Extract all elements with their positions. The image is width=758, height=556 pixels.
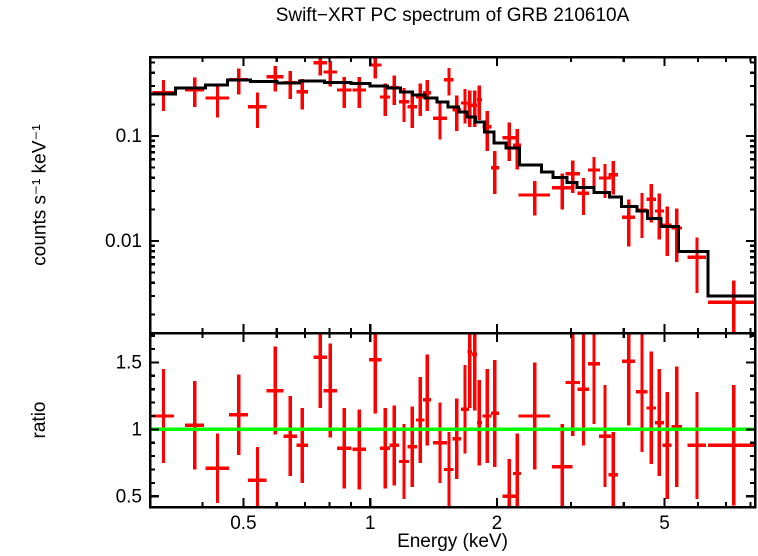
- tick-labels: 0.5 1 2 5 0.1 0.01 0.5 1 1.5: [105, 126, 670, 534]
- x-tick-label: 5: [659, 513, 670, 534]
- y-axis-label-counts: counts s⁻¹ keV⁻¹: [29, 124, 51, 266]
- x-tick-label: 0.5: [230, 513, 256, 534]
- spectrum-panel-frame: [148, 55, 757, 335]
- chart-title: Swift−XRT PC spectrum of GRB 210610A: [275, 5, 630, 26]
- y-tick-label-ratio: 1: [131, 419, 142, 440]
- model-step-line: [150, 78, 755, 298]
- x-tick-label: 2: [492, 513, 503, 534]
- x-tick-label: 1: [365, 513, 376, 534]
- axis-ticks: [150, 57, 755, 507]
- x-axis-label: Energy (keV): [397, 531, 508, 552]
- ratio-panel-frame: [148, 331, 757, 509]
- y-tick-label-counts: 0.1: [116, 126, 142, 147]
- ratio-data-points: [152, 333, 755, 507]
- y-tick-label-ratio: 1.5: [116, 352, 142, 373]
- y-tick-label-counts: 0.01: [105, 231, 142, 252]
- y-tick-label-ratio: 0.5: [116, 486, 142, 507]
- panel-frames: [148, 55, 757, 509]
- spectrum-data-points: [152, 57, 755, 333]
- y-axis-label-ratio: ratio: [29, 401, 50, 439]
